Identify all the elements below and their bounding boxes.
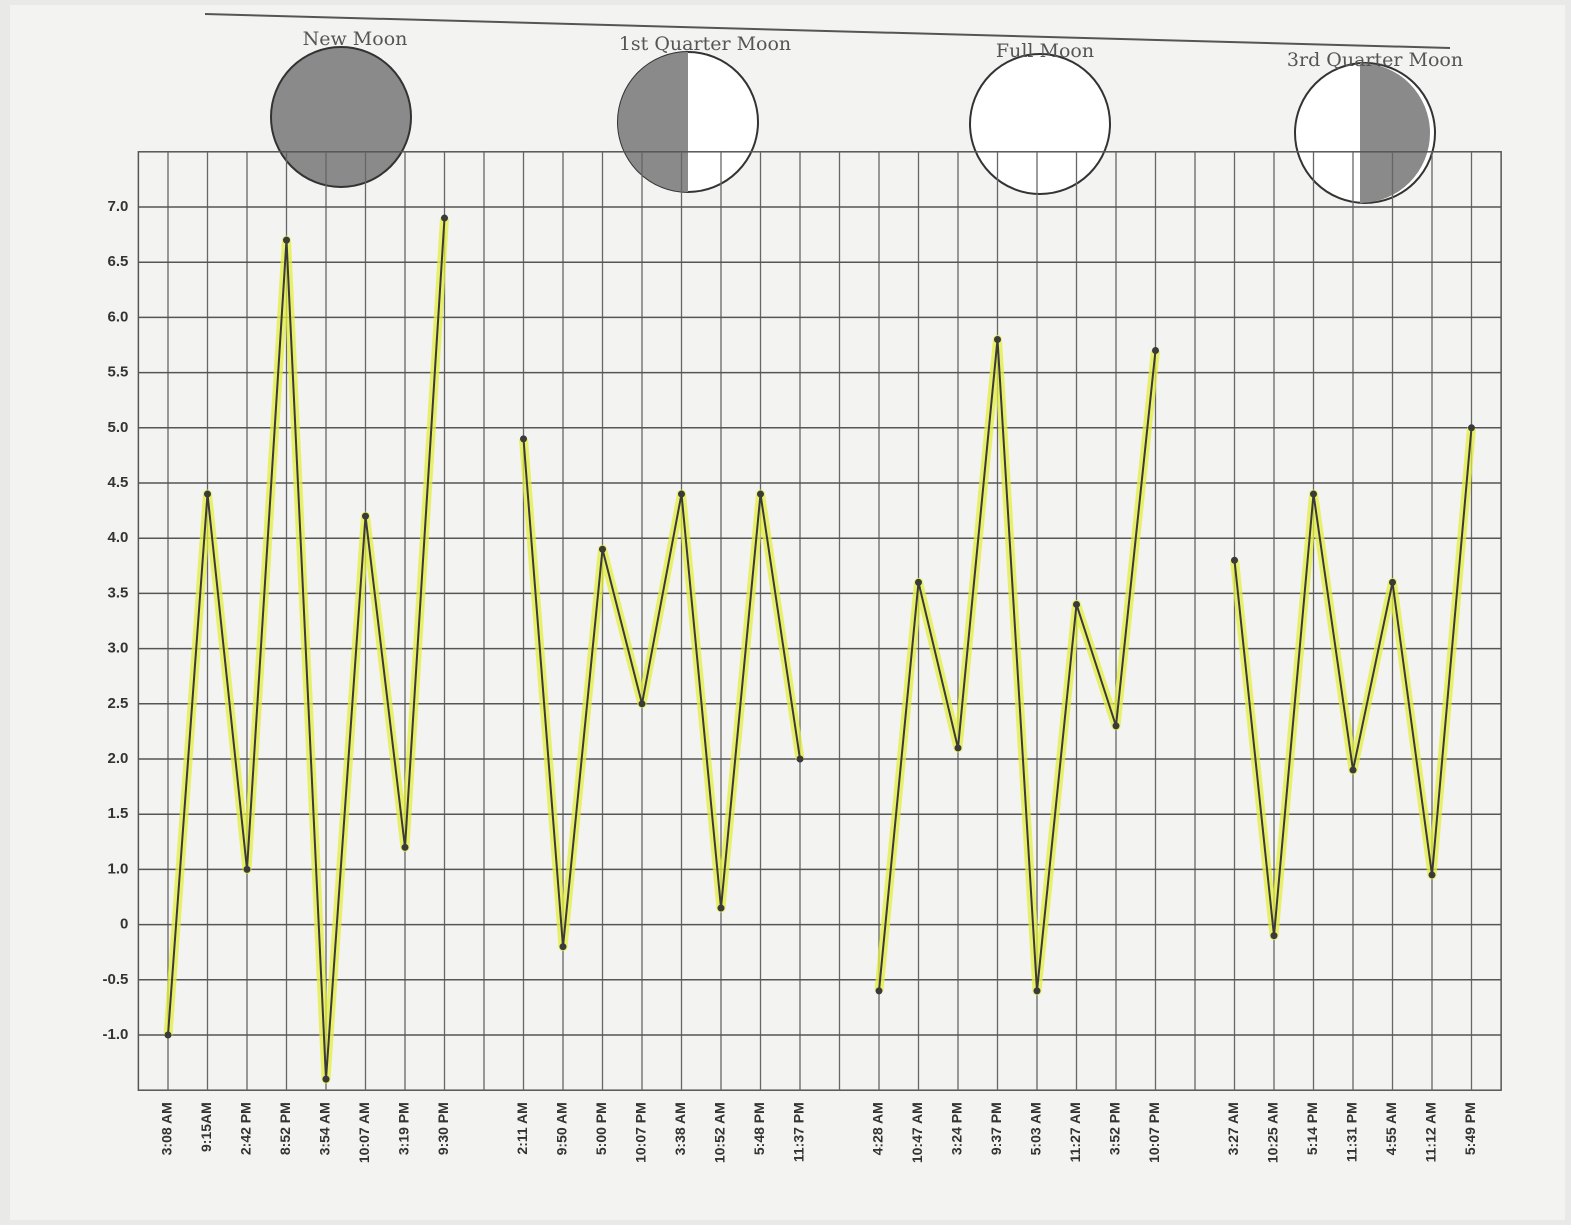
point bbox=[797, 756, 804, 763]
point bbox=[560, 943, 567, 950]
x-tick-label: 3:24 PM bbox=[949, 1102, 965, 1155]
x-tick-label: 2:11 AM bbox=[514, 1102, 530, 1154]
x-tick-label: 3:19 PM bbox=[396, 1102, 412, 1155]
x-tick-label: 3:27 AM bbox=[1225, 1102, 1241, 1155]
point bbox=[244, 866, 251, 873]
x-tick-label: 11:31 PM bbox=[1344, 1102, 1360, 1162]
x-tick-label: 10:07 PM bbox=[1146, 1102, 1162, 1163]
y-tick-label: 4.5 bbox=[108, 474, 129, 491]
y-tick-label: 4.0 bbox=[108, 529, 129, 546]
point bbox=[678, 491, 685, 498]
point bbox=[1429, 871, 1436, 878]
point bbox=[204, 491, 211, 498]
y-tick-label: 2.5 bbox=[108, 695, 129, 712]
chart: New Moon 1st Quarter Moon Full Moon 3rd … bbox=[0, 0, 1571, 1225]
new-moon bbox=[271, 47, 411, 187]
point bbox=[441, 215, 448, 222]
x-tick-label: 3:54 AM bbox=[317, 1102, 333, 1155]
x-tick-label: 10:07 PM bbox=[633, 1102, 649, 1163]
annotation: 3rd Quarter Moon bbox=[1287, 49, 1463, 71]
point bbox=[520, 435, 527, 442]
x-tick-label: 9:37 PM bbox=[988, 1102, 1004, 1155]
y-tick-label: 6.0 bbox=[108, 308, 129, 325]
x-tick-label: 10:47 AM bbox=[909, 1102, 925, 1163]
point bbox=[955, 744, 962, 751]
point bbox=[165, 1032, 172, 1039]
point bbox=[402, 844, 409, 851]
x-tick-label: 2:42 PM bbox=[238, 1102, 254, 1155]
point bbox=[1468, 424, 1475, 431]
y-tick-label: 2.0 bbox=[108, 750, 129, 767]
point bbox=[757, 491, 764, 498]
point bbox=[639, 700, 646, 707]
x-tick-label: 3:52 PM bbox=[1107, 1102, 1123, 1155]
y-tick-label: 1.5 bbox=[108, 805, 129, 822]
point bbox=[994, 336, 1001, 343]
x-tick-label: 3:38 AM bbox=[672, 1102, 688, 1155]
y-tick-label: 0 bbox=[120, 916, 128, 933]
full-moon bbox=[970, 54, 1110, 194]
y-tick-label: -0.5 bbox=[103, 971, 129, 988]
point bbox=[915, 579, 922, 586]
point bbox=[876, 987, 883, 994]
x-tick-label: 5:03 AM bbox=[1028, 1102, 1044, 1155]
x-tick-label: 5:14 PM bbox=[1304, 1102, 1320, 1155]
point bbox=[718, 905, 725, 912]
x-tick-label: 11:27 AM bbox=[1067, 1102, 1083, 1162]
point bbox=[1231, 557, 1238, 564]
x-tick-label: 9:30 PM bbox=[435, 1102, 451, 1155]
point bbox=[283, 237, 290, 244]
y-tick-label: 5.0 bbox=[108, 419, 129, 436]
y-tick-label: 3.5 bbox=[108, 584, 129, 601]
x-tick-label: 10:25 AM bbox=[1265, 1102, 1281, 1163]
x-tick-label: 10:07 AM bbox=[356, 1102, 372, 1163]
y-tick-label: 7.0 bbox=[108, 198, 129, 215]
point bbox=[362, 513, 369, 520]
annotation: New Moon bbox=[303, 28, 408, 50]
point bbox=[1389, 579, 1396, 586]
annotation: 1st Quarter Moon bbox=[619, 33, 791, 55]
x-tick-label: 8:52 PM bbox=[277, 1102, 293, 1155]
y-tick-label: 6.5 bbox=[108, 253, 129, 270]
x-tick-label: 3:08 AM bbox=[159, 1102, 175, 1155]
x-tick-label: 11:37 PM bbox=[791, 1102, 807, 1162]
x-tick-label: 10:52 AM bbox=[712, 1102, 728, 1163]
point bbox=[1073, 601, 1080, 608]
annotation: Full Moon bbox=[996, 40, 1094, 62]
x-tick-label: 4:28 AM bbox=[870, 1102, 886, 1155]
point bbox=[1034, 987, 1041, 994]
point bbox=[1271, 932, 1278, 939]
point bbox=[1310, 491, 1317, 498]
x-tick-label: 9:50 AM bbox=[554, 1102, 570, 1155]
x-tick-label: 4:55 AM bbox=[1383, 1102, 1399, 1155]
point bbox=[1113, 722, 1120, 729]
y-tick-label: -1.0 bbox=[103, 1026, 129, 1043]
y-tick-label: 5.5 bbox=[108, 364, 129, 381]
y-tick-label: 1.0 bbox=[108, 860, 129, 877]
point bbox=[1152, 347, 1159, 354]
point bbox=[323, 1076, 330, 1083]
x-tick-label: 9:15AM bbox=[198, 1102, 214, 1152]
point bbox=[1350, 767, 1357, 774]
point bbox=[599, 546, 606, 553]
x-tick-label: 5:00 PM bbox=[593, 1102, 609, 1155]
x-tick-label: 11:12 AM bbox=[1423, 1102, 1439, 1162]
x-tick-label: 5:49 PM bbox=[1462, 1102, 1478, 1155]
y-tick-label: 3.0 bbox=[108, 640, 129, 657]
x-tick-label: 5:48 PM bbox=[751, 1102, 767, 1155]
